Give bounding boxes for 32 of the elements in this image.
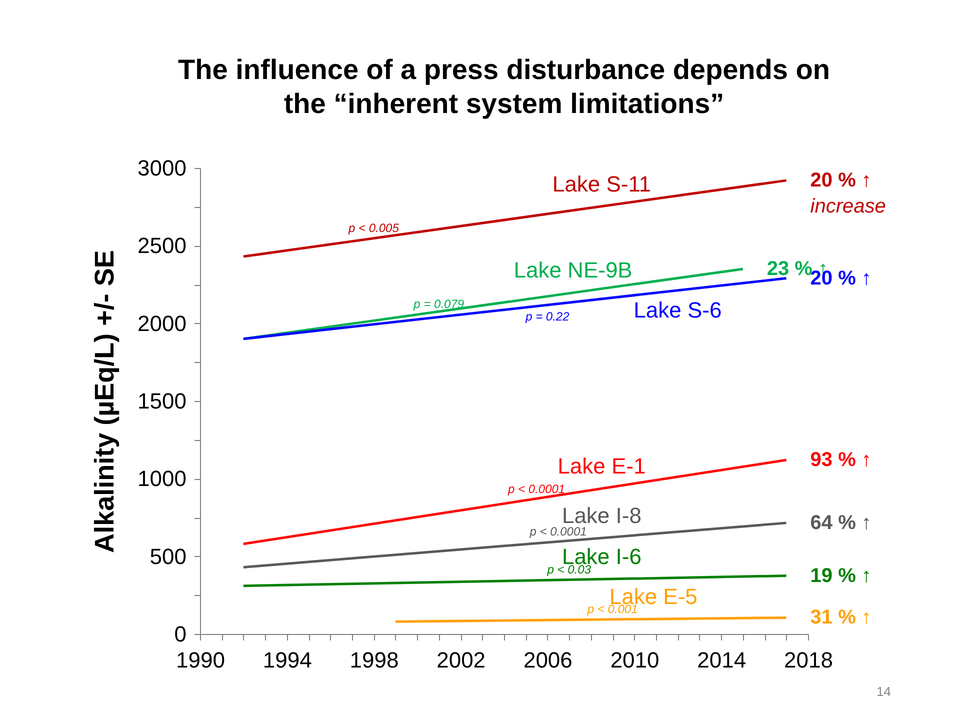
series-label: Lake NE-9B [514,258,632,283]
x-tick-label: 2018 [784,648,833,672]
annotation: 31 % ↑ [810,606,872,629]
y-tick-label: 0 [174,622,186,646]
y-axis-title: Alkalinity (µEq/L) +/- SE [90,250,120,553]
annotation: increase [810,195,886,218]
series-label: Lake S-11 [552,171,652,196]
x-tick-label: 2002 [436,648,486,672]
annotation: p = 0.079 [412,297,464,312]
y-tick-label: 1000 [138,466,186,492]
x-tick-label: 1994 [262,648,312,672]
y-tick-label: 2500 [138,233,186,258]
annotation: p = 0.22 [524,310,570,324]
x-tick-label: 1990 [176,648,225,672]
y-tick-label: 1500 [138,388,186,414]
series-label: Lake S-6 [634,297,722,322]
chart-title: The influence of a press disturbance depends on the “inherent system limitations” [178,54,830,119]
annotation: p < 0.005 [348,220,400,235]
y-tick-label: 500 [150,544,186,569]
annotation: p < 0.0001 [507,482,566,496]
annotation: 64 % ↑ [810,512,872,534]
x-tick-label: 2006 [523,648,572,672]
y-tick-label: 2000 [138,310,186,336]
x-tick-label: 2014 [697,648,746,672]
y-tick-label: 3000 [138,156,186,180]
x-tick-label: 2010 [610,648,660,672]
annotation: 20 % ↑ [810,169,872,192]
series-label: Lake E-1 [558,454,646,479]
text: 14 [876,684,891,699]
x-tick-label: 1998 [350,648,399,672]
annotation: 19 % ↑ [810,564,872,587]
annotation: 93 % ↑ [810,449,872,472]
